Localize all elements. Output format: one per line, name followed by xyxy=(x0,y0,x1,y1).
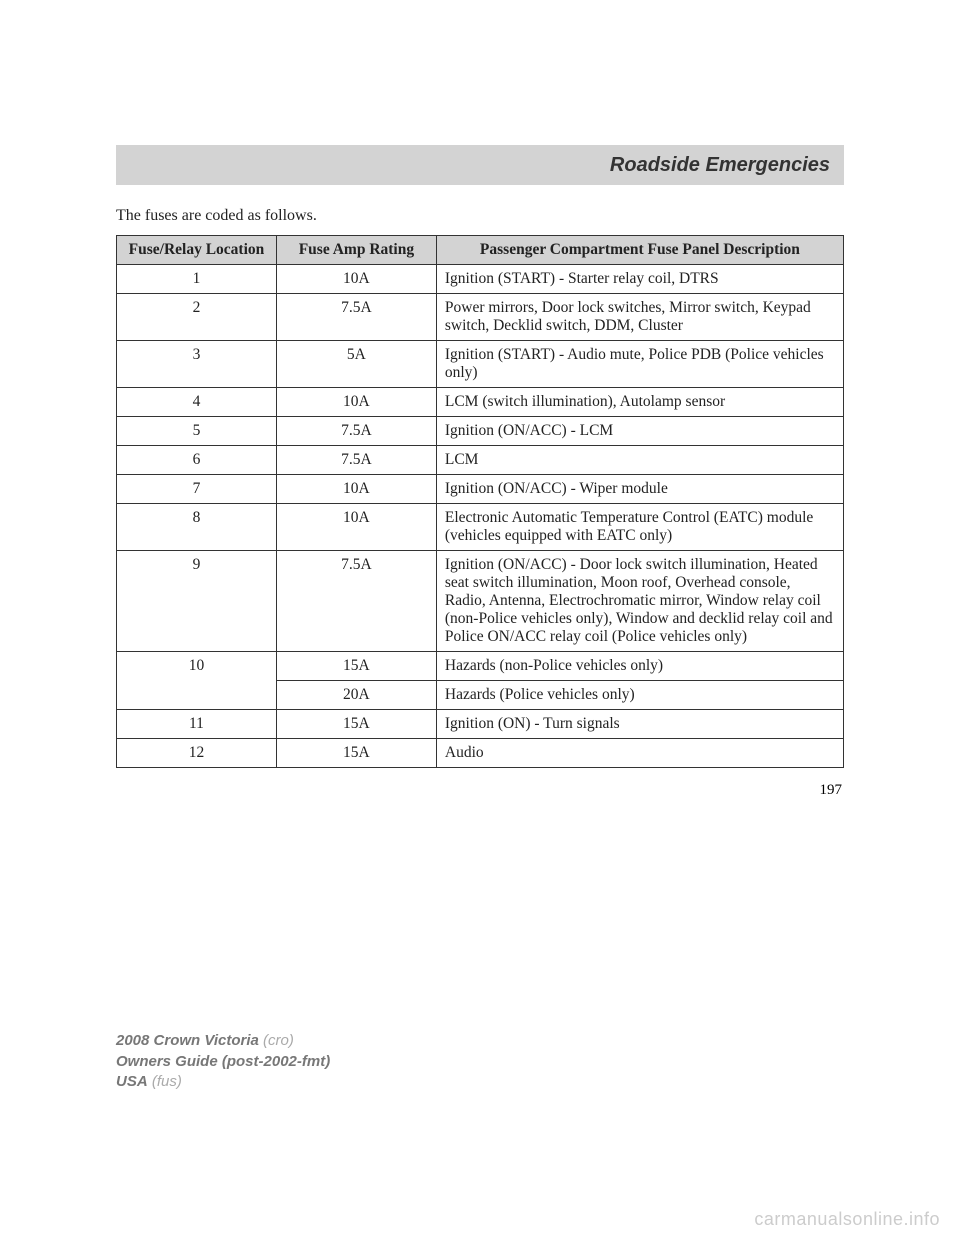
table-row: 57.5AIgnition (ON/ACC) - LCM xyxy=(117,417,844,446)
footer-region: USA xyxy=(116,1073,148,1090)
table-row: 1215AAudio xyxy=(117,739,844,768)
cell-location: 8 xyxy=(117,504,277,551)
table-row: 97.5AIgnition (ON/ACC) - Door lock switc… xyxy=(117,551,844,652)
section-title: Roadside Emergencies xyxy=(610,154,830,177)
cell-amp: 15A xyxy=(276,739,436,768)
cell-description: Ignition (ON) - Turn signals xyxy=(436,710,843,739)
cell-location: 6 xyxy=(117,446,277,475)
cell-description: LCM xyxy=(436,446,843,475)
cell-location: 1 xyxy=(117,265,277,294)
cell-location: 7 xyxy=(117,475,277,504)
cell-description: Hazards (non-Police vehicles only) xyxy=(436,652,843,681)
table-row: 110AIgnition (START) - Starter relay coi… xyxy=(117,265,844,294)
intro-text: The fuses are coded as follows. xyxy=(116,207,844,225)
footer-block: 2008 Crown Victoria (cro) Owners Guide (… xyxy=(116,1031,330,1092)
table-row: 710AIgnition (ON/ACC) - Wiper module xyxy=(117,475,844,504)
cell-amp: 7.5A xyxy=(276,551,436,652)
table-row: 35AIgnition (START) - Audio mute, Police… xyxy=(117,341,844,388)
footer-line-2: Owners Guide (post-2002-fmt) xyxy=(116,1052,330,1072)
cell-location: 10 xyxy=(117,652,277,710)
footer-guide: Owners Guide (post-2002-fmt) xyxy=(116,1053,330,1070)
cell-description: LCM (switch illumination), Autolamp sens… xyxy=(436,388,843,417)
col-header-location: Fuse/Relay Location xyxy=(117,236,277,265)
cell-amp: 7.5A xyxy=(276,417,436,446)
footer-region-code: (fus) xyxy=(148,1073,182,1090)
section-header-bar: Roadside Emergencies xyxy=(116,145,844,185)
cell-location: 2 xyxy=(117,294,277,341)
footer-line-3: USA (fus) xyxy=(116,1072,330,1092)
table-row: 410ALCM (switch illumination), Autolamp … xyxy=(117,388,844,417)
table-row: 27.5APower mirrors, Door lock switches, … xyxy=(117,294,844,341)
cell-location: 3 xyxy=(117,341,277,388)
page-content: Roadside Emergencies The fuses are coded… xyxy=(0,0,960,799)
cell-amp: 15A xyxy=(276,710,436,739)
cell-description: Audio xyxy=(436,739,843,768)
table-row: 67.5ALCM xyxy=(117,446,844,475)
cell-location: 11 xyxy=(117,710,277,739)
cell-description: Ignition (ON/ACC) - Door lock switch ill… xyxy=(436,551,843,652)
cell-description: Ignition (ON/ACC) - LCM xyxy=(436,417,843,446)
cell-amp: 7.5A xyxy=(276,294,436,341)
cell-amp: 10A xyxy=(276,388,436,417)
cell-location: 12 xyxy=(117,739,277,768)
cell-amp: 10A xyxy=(276,265,436,294)
cell-amp: 10A xyxy=(276,475,436,504)
col-header-desc: Passenger Compartment Fuse Panel Descrip… xyxy=(436,236,843,265)
page-number: 197 xyxy=(116,782,844,799)
cell-location: 4 xyxy=(117,388,277,417)
fuse-table: Fuse/Relay Location Fuse Amp Rating Pass… xyxy=(116,235,844,768)
cell-description: Hazards (Police vehicles only) xyxy=(436,681,843,710)
footer-model: 2008 Crown Victoria xyxy=(116,1032,259,1049)
footer-line-1: 2008 Crown Victoria (cro) xyxy=(116,1031,330,1051)
cell-description: Ignition (START) - Starter relay coil, D… xyxy=(436,265,843,294)
table-row: 810AElectronic Automatic Temperature Con… xyxy=(117,504,844,551)
table-row: 1115AIgnition (ON) - Turn signals xyxy=(117,710,844,739)
cell-description: Electronic Automatic Temperature Control… xyxy=(436,504,843,551)
cell-location: 5 xyxy=(117,417,277,446)
cell-amp: 5A xyxy=(276,341,436,388)
cell-description: Ignition (ON/ACC) - Wiper module xyxy=(436,475,843,504)
cell-amp: 10A xyxy=(276,504,436,551)
cell-location: 9 xyxy=(117,551,277,652)
col-header-amp: Fuse Amp Rating xyxy=(276,236,436,265)
cell-amp: 20A xyxy=(276,681,436,710)
table-body: 110AIgnition (START) - Starter relay coi… xyxy=(117,265,844,768)
watermark: carmanualsonline.info xyxy=(754,1209,940,1230)
table-header-row: Fuse/Relay Location Fuse Amp Rating Pass… xyxy=(117,236,844,265)
cell-description: Power mirrors, Door lock switches, Mirro… xyxy=(436,294,843,341)
footer-model-code: (cro) xyxy=(259,1032,294,1049)
cell-amp: 15A xyxy=(276,652,436,681)
cell-description: Ignition (START) - Audio mute, Police PD… xyxy=(436,341,843,388)
cell-amp: 7.5A xyxy=(276,446,436,475)
table-row: 1015AHazards (non-Police vehicles only) xyxy=(117,652,844,681)
